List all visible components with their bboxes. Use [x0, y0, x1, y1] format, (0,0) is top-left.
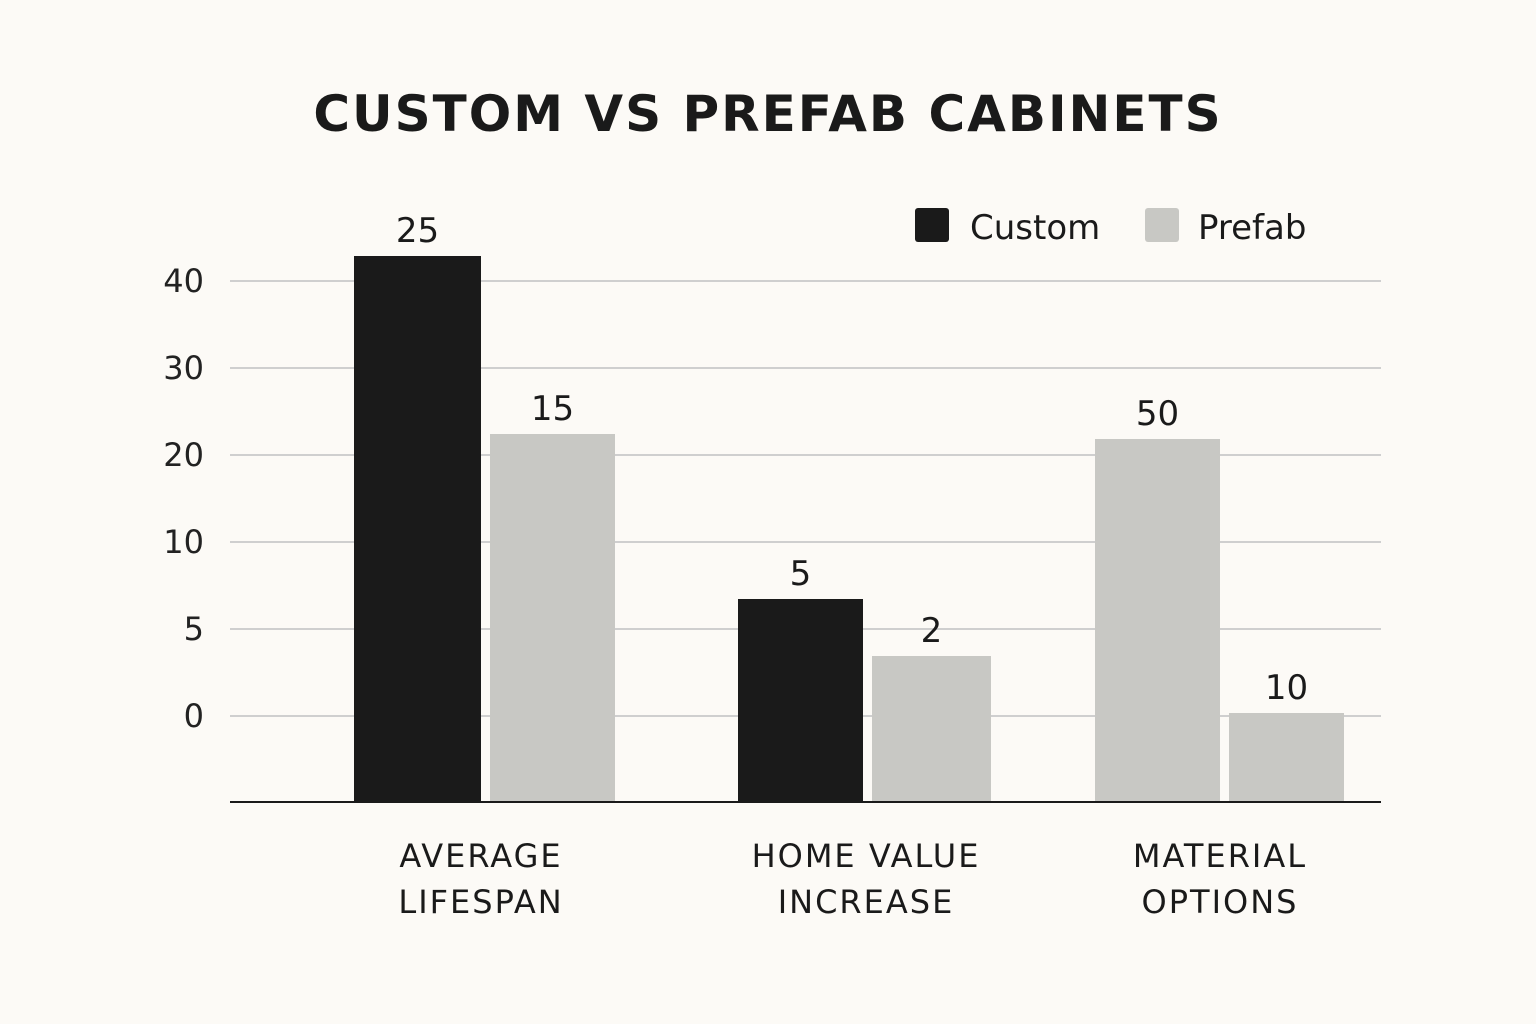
- data-label-custom-1: 25: [396, 211, 439, 251]
- legend-swatch-prefab: [1145, 208, 1179, 242]
- data-labels: 25 5 50 15 2 10: [396, 211, 1308, 708]
- bar-prefab-2: [872, 656, 991, 802]
- y-tick-label: 20: [163, 436, 204, 474]
- data-label-prefab-1: 15: [531, 389, 574, 429]
- data-label-custom-2: 5: [790, 554, 812, 594]
- category-label: HOME VALUE: [752, 837, 981, 875]
- data-label-prefab-2: 2: [921, 611, 943, 651]
- legend-swatch-custom: [915, 208, 949, 242]
- bar-custom-2: [738, 599, 863, 802]
- y-tick-label: 30: [163, 349, 204, 387]
- data-label-prefab-3: 10: [1265, 668, 1308, 708]
- category-labels: AVERAGE LIFESPAN HOME VALUE INCREASE MATERIA…: [398, 837, 1307, 921]
- bar-prefab-3: [1229, 713, 1344, 802]
- legend: Custom Prefab: [915, 208, 1306, 248]
- y-tick-label: 10: [163, 523, 204, 561]
- category-label: OPTIONS: [1142, 883, 1299, 921]
- legend-label-prefab: Prefab: [1198, 208, 1306, 248]
- chart-title: CUSTOM VS PREFAB CABINETS: [313, 85, 1222, 143]
- legend-label-custom: Custom: [970, 208, 1100, 248]
- bar-prefab-1: [490, 434, 615, 802]
- category-label: MATERIAL: [1133, 837, 1307, 875]
- bar-custom-1: [354, 256, 481, 802]
- bars: [354, 256, 1344, 802]
- y-tick-label: 5: [184, 610, 204, 648]
- y-tick-label: 40: [163, 262, 204, 300]
- data-label-custom-3: 50: [1136, 394, 1179, 434]
- y-tick-label: 0: [184, 697, 204, 735]
- category-label: AVERAGE: [399, 837, 562, 875]
- y-axis-ticks: 40 30 20 10 5 0: [163, 262, 204, 735]
- category-label: INCREASE: [778, 883, 955, 921]
- category-label: LIFESPAN: [398, 883, 563, 921]
- bar-custom-3: [1095, 439, 1220, 802]
